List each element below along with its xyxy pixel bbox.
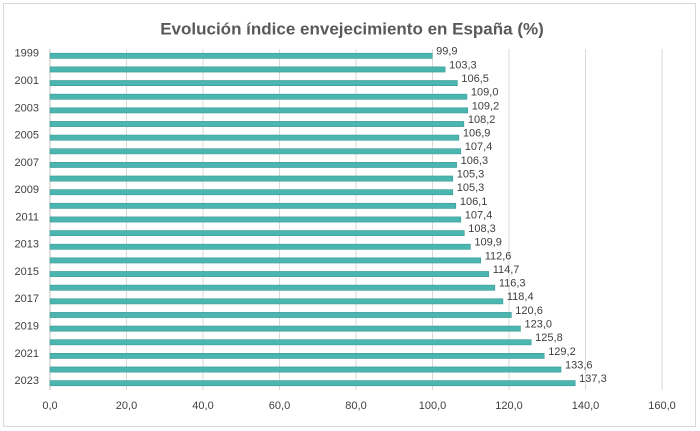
data-label: 125,8 — [535, 332, 563, 344]
data-label: 106,1 — [460, 196, 488, 208]
data-label: 109,0 — [471, 87, 499, 99]
data-label: 106,5 — [461, 73, 489, 85]
data-label: 109,2 — [472, 100, 500, 112]
data-label: 106,3 — [461, 155, 489, 167]
data-label: 120,6 — [515, 305, 543, 317]
y-tick-label: 2001 — [15, 75, 39, 87]
data-label: 112,6 — [485, 250, 512, 262]
y-tick-label: 2015 — [15, 266, 39, 278]
x-tick-label: 20,0 — [116, 400, 137, 412]
y-tick-label: 2023 — [15, 375, 39, 387]
bar — [49, 175, 454, 182]
y-tick-label: 2007 — [15, 157, 39, 169]
x-tick-label: 140,0 — [572, 400, 600, 412]
bar — [49, 216, 462, 223]
data-label: 129,2 — [548, 346, 576, 358]
x-tick-label: 60,0 — [269, 400, 290, 412]
bar — [49, 325, 521, 332]
y-tick-label: 2009 — [15, 184, 39, 196]
x-tick-label: 0,0 — [42, 400, 57, 412]
bar — [49, 107, 468, 114]
x-tick-label: 100,0 — [419, 400, 447, 412]
data-label: 105,3 — [457, 168, 485, 180]
y-tick-label: 2021 — [15, 348, 39, 360]
y-tick-label: 1999 — [15, 48, 39, 60]
x-tick-label: 120,0 — [495, 400, 523, 412]
bar — [49, 271, 490, 277]
y-tick-label: 2019 — [15, 321, 39, 333]
bar — [49, 52, 433, 59]
bar — [49, 312, 512, 318]
y-tick-label: 2003 — [15, 102, 39, 114]
data-label: 108,2 — [468, 114, 496, 126]
y-tick-label: 2005 — [15, 130, 39, 142]
x-tick-label: 80,0 — [345, 400, 366, 412]
bar — [49, 134, 460, 141]
data-label: 116,3 — [499, 278, 526, 290]
data-label: 118,4 — [507, 291, 534, 303]
data-label: 133,6 — [565, 359, 593, 371]
bar — [49, 202, 457, 209]
bar — [49, 230, 465, 237]
y-tick-label: 2013 — [15, 239, 39, 251]
x-tick-label: 40,0 — [192, 400, 213, 412]
bar — [49, 243, 471, 250]
data-label: 109,9 — [474, 237, 502, 249]
x-tick-label: 160,0 — [648, 400, 676, 412]
bar — [49, 339, 532, 346]
y-tick-label: 2011 — [15, 211, 39, 223]
bar — [49, 189, 454, 196]
data-label: 107,4 — [465, 141, 493, 153]
bar — [49, 121, 465, 127]
bar — [49, 380, 576, 387]
bar — [49, 66, 446, 73]
data-label: 99,9 — [436, 46, 457, 58]
data-label: 105,3 — [457, 182, 485, 194]
bar — [49, 366, 562, 373]
data-label: 123,0 — [524, 319, 552, 331]
bar — [49, 93, 468, 100]
bar — [49, 148, 462, 155]
data-label: 107,4 — [465, 209, 493, 221]
data-label: 114,7 — [493, 264, 520, 276]
bar — [49, 257, 481, 264]
data-label: 137,3 — [579, 373, 607, 385]
bar — [49, 284, 496, 291]
data-label: 108,3 — [468, 223, 496, 235]
y-tick-label: 2017 — [15, 293, 39, 305]
bar — [49, 80, 458, 86]
data-label: 106,9 — [463, 128, 491, 140]
data-label: 103,3 — [449, 59, 477, 71]
chart-title: Evolución índice envejecimiento en Españ… — [160, 19, 544, 38]
bar — [49, 298, 504, 305]
bar — [49, 352, 545, 359]
bar — [49, 162, 457, 168]
